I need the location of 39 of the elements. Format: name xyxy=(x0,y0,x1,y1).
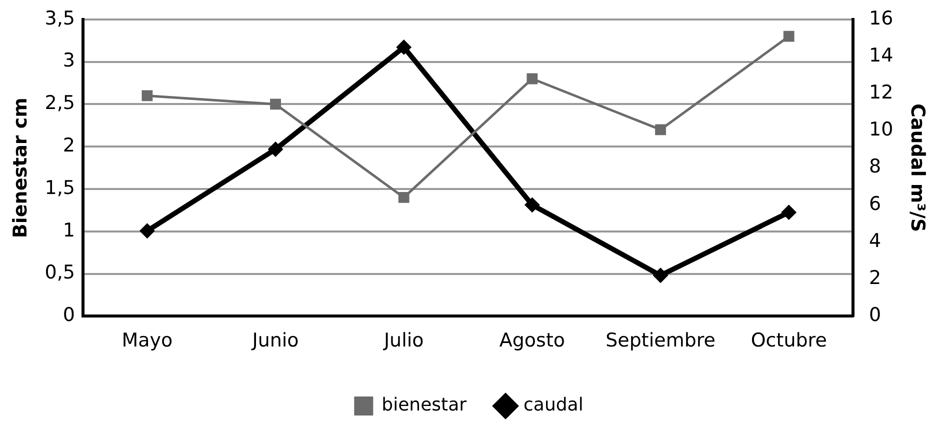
point xyxy=(781,204,796,220)
x-tick-label: Mayo xyxy=(122,330,173,352)
y-tick-label: 1 xyxy=(62,219,76,242)
y2-tick-label: 0 xyxy=(869,304,882,326)
y2-tick-label: 12 xyxy=(869,82,894,104)
y2-axis-title: Caudal m³/S xyxy=(906,104,929,232)
point xyxy=(655,124,666,136)
x-tick-label: Junio xyxy=(251,330,299,352)
point xyxy=(524,197,540,212)
point xyxy=(783,30,794,42)
y2-tick-label: 4 xyxy=(869,230,882,252)
y-tick-label: 3,5 xyxy=(44,7,76,30)
point xyxy=(140,223,155,238)
x-tick-label: Octubre xyxy=(750,330,827,352)
y2-tick-label: 14 xyxy=(869,44,894,66)
x-tick-label: Septiembre xyxy=(606,330,716,352)
y2-tick-label: 2 xyxy=(869,267,882,290)
point xyxy=(268,142,284,157)
y-tick-label: 2,5 xyxy=(44,92,76,114)
y-tick-label: 1,5 xyxy=(44,176,76,199)
y2-tick-label: 10 xyxy=(869,118,894,141)
point xyxy=(653,268,668,283)
y-axis-title: Bienestar cm xyxy=(9,98,32,238)
point xyxy=(396,40,412,55)
y2-tick-label: 16 xyxy=(869,7,894,30)
y2-tick-label: 8 xyxy=(869,156,882,178)
point xyxy=(526,73,538,84)
point xyxy=(142,90,153,102)
x-tick-label: Julio xyxy=(382,330,424,352)
point xyxy=(270,98,281,110)
y2-tick-label: 6 xyxy=(869,192,882,215)
legend-label: caudal xyxy=(524,394,584,416)
y-tick-label: 0 xyxy=(62,304,76,326)
legend-label: bienestar xyxy=(382,394,468,416)
point xyxy=(398,192,410,203)
y-tick-label: 3 xyxy=(62,50,76,72)
y-tick-label: 0,5 xyxy=(44,262,76,284)
y-tick-label: 2 xyxy=(62,134,76,157)
x-tick-label: Agosto xyxy=(499,330,566,352)
